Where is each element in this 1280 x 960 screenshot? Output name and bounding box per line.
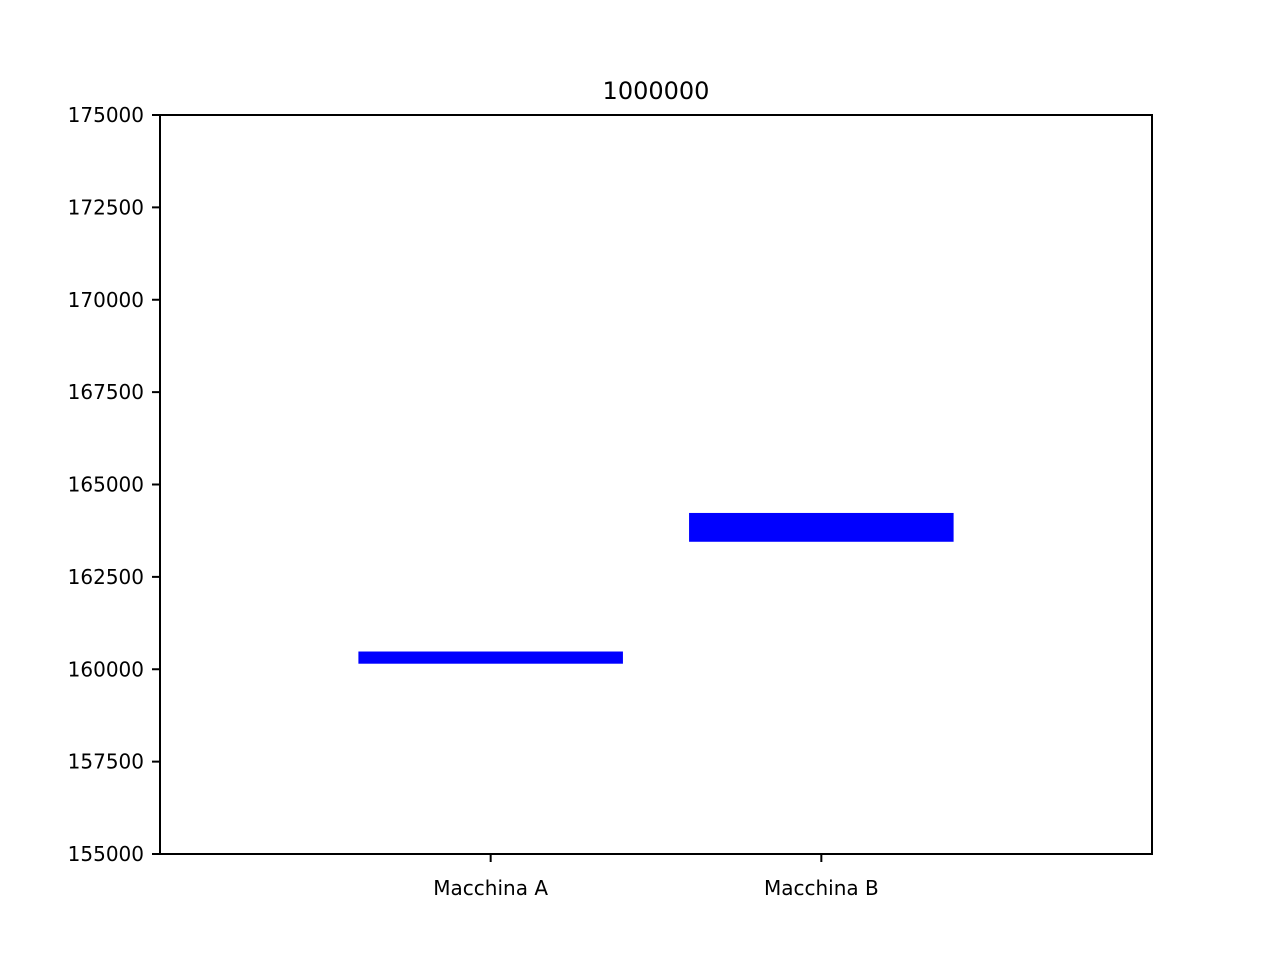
y-tick-label: 157500 (68, 750, 144, 774)
y-tick-label: 165000 (68, 473, 144, 497)
x-axis: Macchina A Macchina B (433, 854, 879, 900)
y-tick-label: 172500 (68, 195, 144, 219)
y-tick-label: 175000 (68, 103, 144, 127)
bars-group (358, 512, 954, 664)
y-tick-label: 162500 (68, 565, 144, 589)
y-axis: 155000 157500 160000 162500 165000 167500 1700… (68, 103, 160, 866)
y-tick-label: 160000 (68, 657, 144, 681)
x-tick-label: Macchina A (433, 876, 548, 900)
y-tick-label: 170000 (68, 288, 144, 312)
bar-macchina-a (358, 651, 623, 664)
y-tick-label: 167500 (68, 380, 144, 404)
plot-frame (159, 114, 1153, 855)
y-tick-label: 155000 (68, 842, 144, 866)
x-tick-label: Macchina B (764, 876, 879, 900)
chart-title: 1000000 (603, 77, 710, 105)
bar-macchina-b (689, 512, 954, 542)
